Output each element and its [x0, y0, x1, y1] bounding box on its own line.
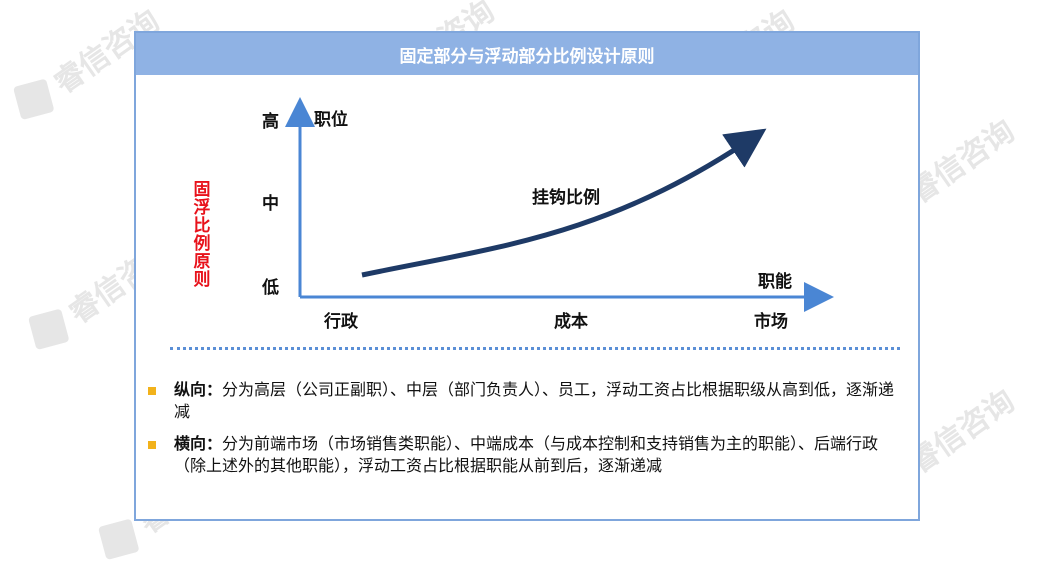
bullet-square-icon: [148, 387, 156, 395]
x-tick-admin: 行政: [324, 312, 358, 332]
list-item: 横向：分为前端市场（市场销售类职能）、中端成本（与成本控制和支持销售为主的职能）…: [148, 433, 908, 477]
y-tick-mid: 中: [262, 194, 279, 214]
ratio-diagram: 固浮比例原则 职位 高 中 低 职能 行政 成本 市场 挂钩比例: [136, 77, 918, 337]
x-tick-market: 市场: [754, 312, 788, 332]
bullet-title: 纵向：: [174, 380, 223, 399]
bullet-square-icon: [148, 441, 156, 449]
watermark-logo-icon: [12, 78, 55, 121]
card-header: 固定部分与浮动部分比例设计原则: [136, 33, 918, 75]
axes-svg: [285, 97, 834, 312]
dotted-divider: [170, 347, 900, 350]
watermark-logo-icon: [97, 518, 140, 561]
bullet-title: 横向：: [174, 434, 223, 453]
y-tick-low: 低: [262, 278, 279, 298]
bullet-list: 纵向：分为高层（公司正副职）、中层（部门负责人）、员工，浮动工资占比根据职级从高…: [148, 379, 908, 487]
ratio-curve: [361, 128, 767, 278]
side-label: 固浮比例原则: [193, 180, 211, 290]
list-item: 纵向：分为高层（公司正副职）、中层（部门负责人）、员工，浮动工资占比根据职级从高…: [148, 379, 908, 423]
principle-card: 固定部分与浮动部分比例设计原则 固浮比例原则 职位 高 中 低 职能 行政 成本…: [134, 31, 920, 521]
x-axis-name: 职能: [758, 272, 792, 292]
bullet-text: 分为前端市场（市场销售类职能）、中端成本（与成本控制和支持销售为主的职能）、后端…: [174, 434, 879, 475]
y-axis-name: 职位: [314, 110, 348, 130]
x-tick-cost: 成本: [554, 312, 588, 332]
bullet-text: 分为高层（公司正副职）、中层（部门负责人）、员工，浮动工资占比根据职级从高到低，…: [174, 380, 895, 421]
card-title: 固定部分与浮动部分比例设计原则: [399, 46, 655, 67]
watermark-logo-icon: [27, 308, 70, 351]
y-tick-high: 高: [262, 112, 279, 132]
curve-label: 挂钩比例: [532, 188, 600, 208]
